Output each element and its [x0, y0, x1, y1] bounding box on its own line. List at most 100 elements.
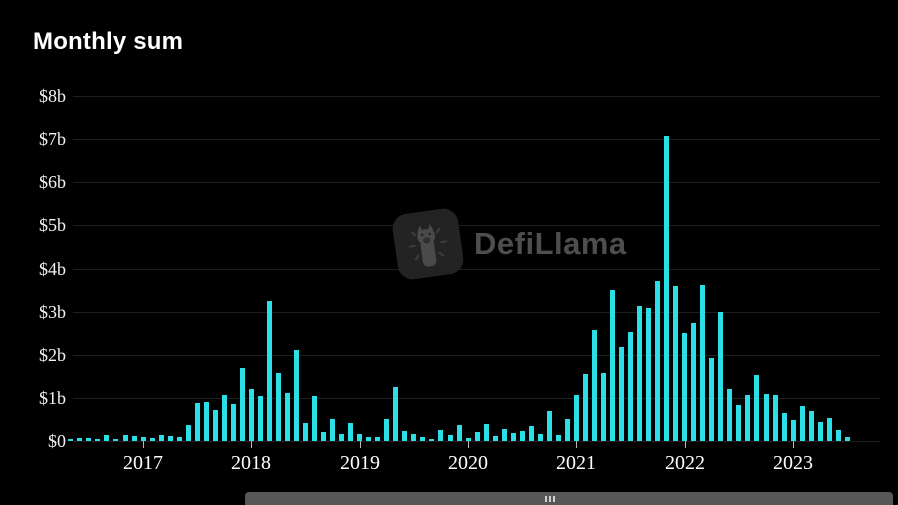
bar[interactable] [375, 437, 381, 441]
bar[interactable] [736, 405, 742, 441]
bar[interactable] [203, 402, 209, 441]
bar[interactable] [610, 290, 615, 441]
bar[interactable] [465, 438, 471, 441]
bar[interactable] [637, 306, 643, 441]
bar[interactable] [285, 393, 290, 441]
x-axis-tick [793, 441, 794, 448]
bar[interactable] [646, 308, 652, 441]
y-axis-label: $6b [39, 172, 66, 193]
bar[interactable] [510, 433, 516, 441]
bar[interactable] [95, 439, 101, 441]
bar[interactable] [257, 396, 263, 441]
bar[interactable] [537, 434, 543, 441]
bar[interactable] [77, 438, 83, 441]
bar[interactable] [158, 435, 164, 441]
bar[interactable] [312, 396, 318, 441]
bar[interactable] [691, 323, 697, 441]
bar[interactable] [275, 373, 281, 441]
bar[interactable] [104, 435, 110, 441]
x-axis-label: 2018 [231, 452, 271, 474]
bar[interactable] [86, 438, 92, 441]
bar[interactable] [727, 389, 733, 441]
bar[interactable] [700, 285, 706, 441]
bar[interactable] [140, 437, 146, 441]
bar[interactable] [664, 136, 670, 441]
bar[interactable] [835, 430, 841, 441]
bar[interactable] [456, 425, 462, 441]
bar[interactable] [303, 423, 308, 441]
bar[interactable] [384, 419, 390, 441]
bar[interactable] [393, 387, 399, 441]
bar[interactable] [582, 374, 588, 441]
bar[interactable] [483, 424, 489, 441]
bar[interactable] [709, 358, 715, 441]
bar[interactable] [555, 435, 561, 441]
bar[interactable] [655, 281, 661, 441]
chart-title: Monthly sum [33, 28, 184, 55]
bar[interactable] [330, 419, 336, 441]
bar[interactable] [185, 425, 191, 441]
bar[interactable] [149, 438, 155, 441]
bar[interactable] [113, 439, 119, 441]
bar[interactable] [131, 436, 137, 441]
bar[interactable] [176, 437, 182, 441]
bar[interactable] [239, 368, 245, 441]
x-axis-tick [468, 441, 469, 448]
bar[interactable] [772, 395, 778, 441]
llama-icon [390, 206, 466, 282]
bar[interactable] [619, 347, 624, 441]
bar[interactable] [429, 439, 435, 441]
bar[interactable] [790, 420, 796, 441]
bar[interactable] [844, 437, 850, 441]
bar[interactable] [745, 395, 751, 441]
scrollbar-grip[interactable] [545, 496, 555, 502]
bar[interactable] [122, 435, 128, 441]
x-axis-tick [685, 441, 686, 448]
bar[interactable] [573, 395, 579, 441]
y-axis-label: $0 [48, 431, 66, 451]
bar[interactable] [167, 436, 173, 441]
zoom-scrollbar[interactable] [245, 492, 893, 505]
bar[interactable] [763, 394, 769, 441]
bar[interactable] [411, 434, 417, 441]
bar[interactable] [321, 432, 327, 441]
bar[interactable] [194, 403, 200, 441]
bar[interactable] [501, 429, 507, 441]
bar[interactable] [266, 301, 272, 441]
bar[interactable] [492, 436, 498, 441]
bar[interactable] [799, 406, 805, 441]
bar[interactable] [601, 373, 606, 441]
bar[interactable] [673, 286, 679, 441]
y-gridline [73, 182, 880, 184]
bar[interactable] [628, 332, 633, 441]
bar[interactable] [754, 375, 760, 441]
bar[interactable] [366, 437, 372, 441]
bar[interactable] [230, 404, 236, 441]
bar[interactable] [528, 426, 534, 441]
bar[interactable] [474, 432, 480, 441]
bar[interactable] [357, 434, 363, 441]
bar[interactable] [564, 419, 570, 441]
bar[interactable] [68, 439, 74, 441]
bar[interactable] [294, 350, 299, 441]
bar[interactable] [826, 418, 832, 441]
bar[interactable] [339, 434, 345, 441]
bar[interactable] [718, 312, 724, 441]
bar[interactable] [402, 431, 408, 441]
bar[interactable] [682, 333, 688, 441]
bar[interactable] [591, 330, 597, 441]
bar[interactable] [817, 422, 823, 441]
bar[interactable] [781, 413, 787, 441]
bar[interactable] [212, 410, 218, 441]
bar[interactable] [348, 423, 354, 441]
bar[interactable] [438, 430, 444, 441]
bar[interactable] [248, 389, 254, 441]
bar[interactable] [808, 411, 814, 441]
bar[interactable] [420, 437, 426, 441]
bar[interactable] [519, 431, 525, 441]
bar[interactable] [447, 435, 453, 441]
bar[interactable] [546, 411, 552, 441]
bar[interactable] [221, 395, 227, 441]
watermark: DefiLlama [390, 206, 627, 282]
